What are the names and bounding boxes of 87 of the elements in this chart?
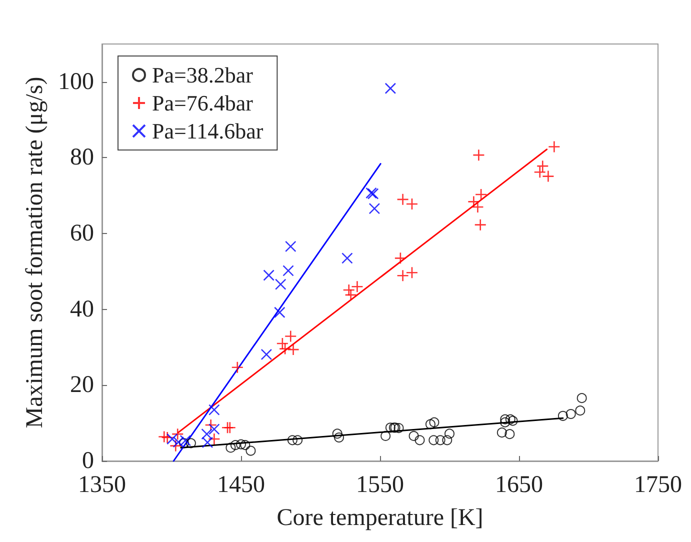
point: [171, 428, 184, 440]
point: [208, 424, 220, 435]
point: [505, 414, 516, 424]
y-tick-label: 40: [70, 296, 94, 322]
point: [274, 306, 286, 318]
point: [179, 438, 190, 448]
y-tick-label: 0: [82, 448, 94, 474]
point: [260, 348, 272, 360]
point: [508, 416, 518, 426]
legend-label: Pa=76.4bar: [152, 90, 254, 116]
point: [500, 417, 510, 428]
point: [576, 393, 587, 404]
point: [429, 417, 440, 428]
point: [384, 82, 396, 94]
point: [284, 330, 297, 342]
point: [172, 436, 184, 448]
point: [292, 435, 303, 446]
point: [208, 432, 220, 446]
point: [334, 432, 344, 442]
point: [332, 428, 342, 439]
point: [396, 193, 409, 206]
point: [548, 140, 560, 153]
point: [536, 160, 549, 172]
y-tick-label: 100: [58, 68, 94, 95]
y-tick-label: 20: [70, 372, 94, 398]
point: [274, 278, 286, 290]
point: [474, 188, 488, 201]
x-tick-label: 1550: [356, 472, 404, 498]
point: [408, 430, 419, 441]
point: [263, 270, 274, 281]
point: [226, 442, 236, 453]
point: [186, 438, 196, 448]
point: [558, 410, 568, 421]
point: [566, 408, 576, 419]
point: [396, 269, 409, 282]
point: [161, 431, 174, 444]
point: [208, 404, 220, 416]
point: [406, 266, 418, 279]
point: [496, 428, 507, 438]
point: [472, 148, 485, 162]
point: [287, 343, 300, 356]
point: [500, 414, 510, 424]
y-axis-title: Maximum soot formation rate (μg/s): [22, 76, 48, 428]
point: [236, 439, 246, 450]
point: [344, 288, 357, 302]
point: [342, 252, 353, 264]
point: [425, 419, 436, 430]
point: [240, 440, 250, 450]
point: [406, 198, 418, 210]
point: [444, 428, 454, 439]
x-axis-title: Core temperature [K]: [276, 505, 484, 531]
point: [287, 435, 298, 446]
y-tick-label: 60: [70, 220, 94, 247]
point: [158, 430, 170, 443]
point: [170, 440, 182, 452]
x-tick-label: 1450: [217, 472, 265, 498]
point: [385, 422, 396, 433]
legend-label: Pa=114.6bar: [152, 118, 264, 144]
point: [351, 280, 364, 293]
point: [284, 240, 296, 252]
point: [380, 430, 391, 441]
point: [394, 252, 407, 264]
point: [201, 428, 212, 440]
y-tick-label: 80: [70, 144, 94, 171]
point: [166, 433, 178, 445]
point: [230, 440, 240, 450]
point: [180, 434, 192, 446]
point: [224, 421, 236, 434]
point: [342, 284, 356, 296]
point: [394, 423, 404, 434]
point: [282, 265, 294, 276]
x-tick-label: 1750: [634, 472, 682, 498]
point: [204, 418, 217, 432]
point: [414, 435, 425, 446]
point: [442, 435, 452, 446]
point: [428, 435, 439, 446]
point: [575, 406, 586, 416]
point: [246, 446, 256, 456]
point: [202, 436, 214, 448]
point: [231, 361, 244, 374]
x-tick-label: 1350: [78, 472, 126, 498]
x-tick-label: 1650: [495, 472, 543, 498]
point: [435, 435, 446, 446]
point: [474, 218, 487, 231]
legend-label: Pa=38.2bar: [152, 62, 254, 88]
point: [504, 429, 515, 440]
point: [368, 202, 380, 214]
